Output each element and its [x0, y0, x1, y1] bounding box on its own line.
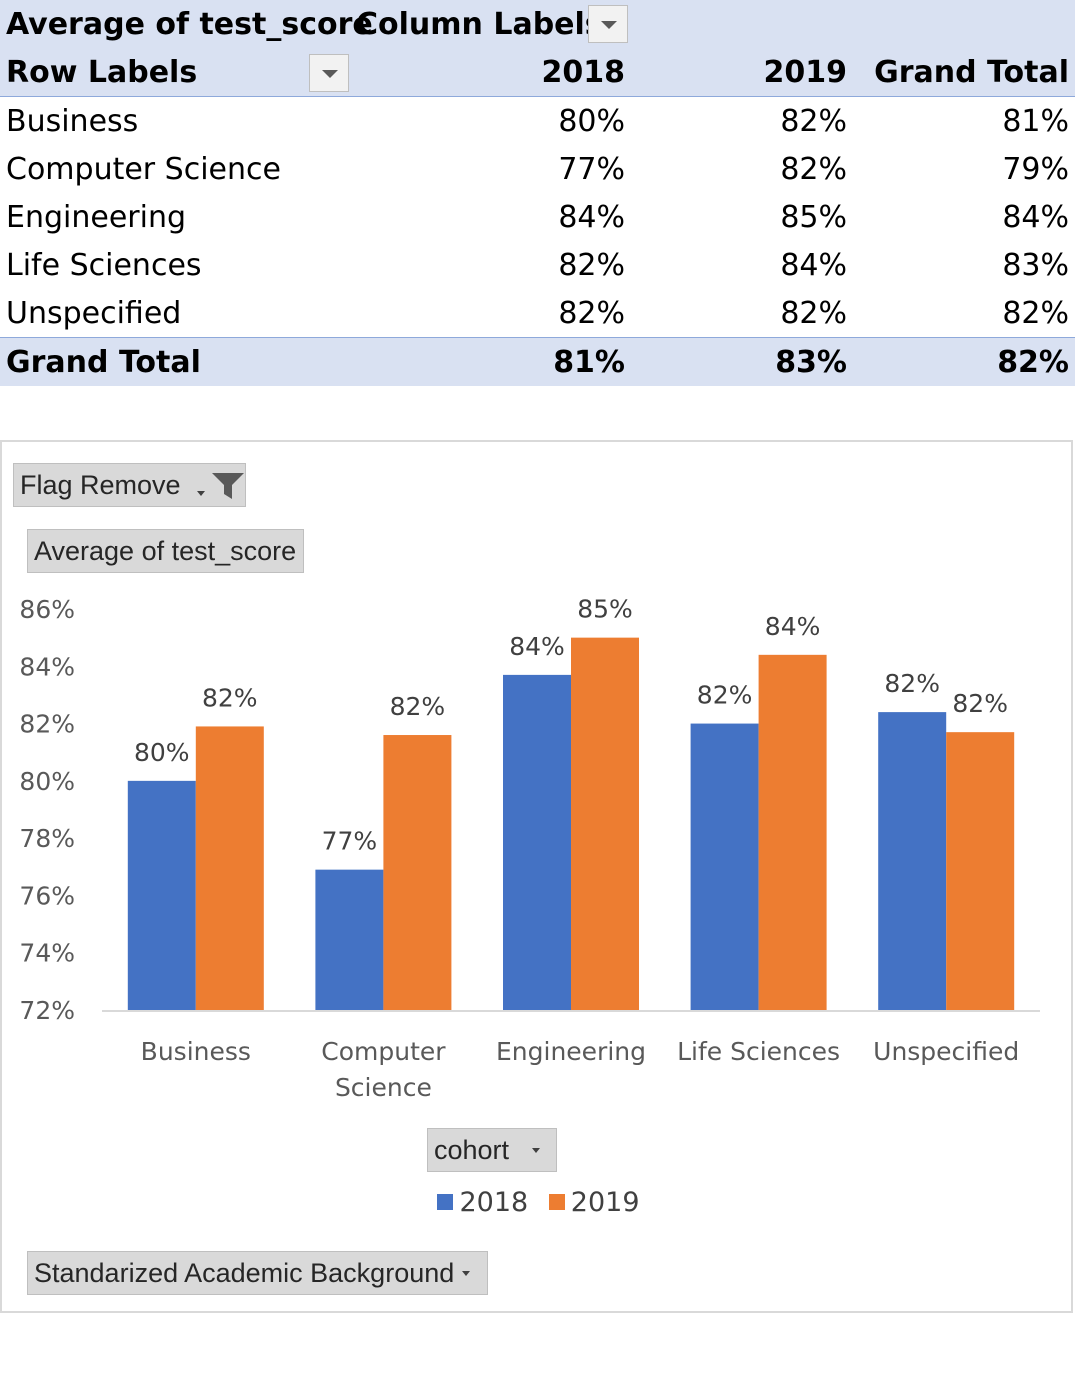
grand-total-row: Grand Total 81% 83% 82% — [0, 337, 1075, 386]
x-tick-label: Engineering — [496, 1037, 646, 1066]
bar-chart: 72% 74% 76% 78% 80% 82% 84% 86% 80% 82% Business 77… — [19, 595, 1040, 1102]
data-label: 85% — [577, 595, 633, 624]
cell-2018: 80% — [558, 104, 625, 139]
table-row: Engineering 84% 85% 84% — [0, 193, 1075, 241]
dropdown-arrow-icon — [532, 1148, 540, 1153]
cell-2019: 84% — [780, 248, 847, 283]
cell-grand-total: 81% — [1002, 104, 1069, 139]
row-labels-header: Row Labels — [6, 55, 198, 90]
bar-2019 — [195, 726, 264, 1010]
y-tick-label: 74% — [19, 939, 75, 968]
y-tick-label: 76% — [19, 881, 75, 910]
dropdown-arrow-icon — [601, 21, 617, 29]
chart-legend: 2018 2019 — [2, 1187, 1075, 1221]
cell-2018: 82% — [558, 296, 625, 331]
bar-2018 — [690, 723, 759, 1010]
table-row: Life Sciences 82% 84% 83% — [0, 241, 1075, 289]
bar-2019 — [758, 654, 827, 1010]
legend-label-2019: 2019 — [570, 1187, 640, 1218]
grand-total-label: Grand Total — [6, 345, 201, 380]
cell-2019: 85% — [780, 200, 847, 235]
legend-item-2019: 2019 — [548, 1187, 640, 1218]
cell-grand-total: 83% — [1002, 248, 1069, 283]
axis-field-label: Standarized Academic Background — [34, 1258, 455, 1288]
x-tick-label: Unspecified — [873, 1037, 1019, 1066]
cell-2018: 77% — [558, 152, 625, 187]
legend-swatch-2018 — [437, 1194, 454, 1210]
column-labels-header: Column Labels — [356, 7, 603, 42]
data-label: 82% — [952, 689, 1008, 718]
legend-field-label: cohort — [434, 1135, 510, 1165]
column-header-2018: 2018 — [541, 55, 626, 90]
legend-label-2018: 2018 — [459, 1187, 529, 1218]
filter-funnel-icon — [212, 473, 244, 499]
data-label: 82% — [202, 683, 258, 712]
x-tick-label: Life Sciences — [677, 1037, 840, 1066]
cell-2018: 82% — [558, 248, 625, 283]
row-label: Engineering — [6, 200, 186, 235]
y-tick-label: 84% — [19, 652, 75, 681]
cell-grand-total: 84% — [1002, 200, 1069, 235]
cell-2019: 82% — [780, 104, 847, 139]
bar-2018 — [503, 674, 571, 1010]
bar-2019 — [946, 732, 1015, 1010]
pivot-table: Average of test_score Column Labels Row … — [0, 0, 1075, 386]
data-label: 82% — [697, 681, 753, 710]
x-tick-label: Computer — [321, 1037, 446, 1066]
grand-total-2019: 83% — [775, 345, 847, 380]
x-tick-label: Business — [141, 1037, 251, 1066]
table-row: Computer Science 77% 82% 79% — [0, 145, 1075, 193]
dropdown-arrow-icon — [322, 70, 338, 78]
row-label: Business — [6, 104, 139, 139]
cell-grand-total: 79% — [1002, 152, 1069, 187]
column-header-2019: 2019 — [763, 55, 848, 90]
values-field-button[interactable]: Average of test_score — [27, 529, 304, 573]
dropdown-arrow-icon — [462, 1271, 470, 1276]
dropdown-arrow-icon — [197, 491, 205, 496]
bar-2018 — [127, 780, 196, 1010]
data-label: 82% — [390, 692, 446, 721]
bar-2019 — [383, 735, 452, 1010]
y-tick-label: 86% — [19, 595, 75, 624]
bar-2018 — [878, 712, 947, 1010]
legend-field-button[interactable]: cohort — [427, 1128, 557, 1172]
x-tick-label: Science — [335, 1073, 432, 1102]
row-label: Unspecified — [6, 296, 182, 331]
axis-field-button[interactable]: Standarized Academic Background — [27, 1251, 488, 1295]
pivot-header-row-2: Row Labels 2018 2019 Grand Total — [0, 48, 1075, 97]
filter-field-label: Flag Remove — [20, 470, 181, 500]
data-label: 84% — [765, 612, 821, 641]
row-label: Computer Science — [6, 152, 281, 187]
pivot-chart: Flag Remove Average of test_score 72% 74%… — [0, 440, 1073, 1313]
filter-field-button[interactable]: Flag Remove — [13, 463, 246, 507]
column-header-grand-total: Grand Total — [874, 55, 1069, 90]
cell-2018: 84% — [558, 200, 625, 235]
data-label: 80% — [134, 738, 190, 767]
table-row: Unspecified 82% 82% 82% — [0, 289, 1075, 337]
bar-2018 — [315, 869, 384, 1010]
legend-item-2018: 2018 — [437, 1187, 528, 1218]
cell-grand-total: 82% — [1002, 296, 1069, 331]
y-tick-label: 72% — [19, 996, 75, 1025]
bar-2019 — [571, 637, 639, 1010]
cell-2019: 82% — [780, 296, 847, 331]
value-field-label: Average of test_score — [6, 7, 373, 42]
data-label: 77% — [322, 827, 378, 856]
data-label: 82% — [884, 669, 940, 698]
grand-total-2018: 81% — [553, 345, 625, 380]
grand-total-overall: 82% — [997, 345, 1069, 380]
row-label: Life Sciences — [6, 248, 202, 283]
y-tick-label: 80% — [19, 767, 75, 796]
cell-2019: 82% — [780, 152, 847, 187]
values-field-label: Average of test_score — [34, 536, 297, 566]
legend-swatch-2019 — [548, 1194, 565, 1210]
pivot-header-row-1: Average of test_score Column Labels — [0, 0, 1075, 48]
data-label: 84% — [509, 632, 565, 661]
column-labels-dropdown-button[interactable] — [588, 5, 628, 43]
y-tick-label: 78% — [19, 824, 75, 853]
table-row: Business 80% 82% 81% — [0, 97, 1075, 145]
y-tick-label: 82% — [19, 710, 75, 739]
row-labels-dropdown-button[interactable] — [309, 54, 349, 92]
